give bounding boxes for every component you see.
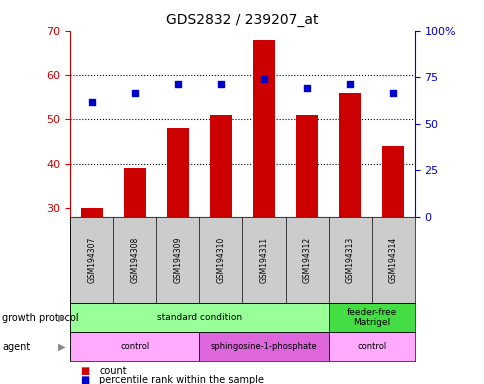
Text: feeder-free
Matrigel: feeder-free Matrigel	[346, 308, 396, 328]
Bar	[253, 40, 274, 217]
Bar	[124, 168, 145, 217]
Text: agent: agent	[2, 341, 30, 352]
Text: ■: ■	[80, 375, 89, 384]
Text: GSM194310: GSM194310	[216, 237, 225, 283]
Bar	[199, 332, 328, 361]
Text: control: control	[356, 342, 385, 351]
Text: sphingosine-1-phosphate: sphingosine-1-phosphate	[210, 342, 317, 351]
Point	[174, 81, 182, 87]
Bar	[339, 93, 360, 217]
Point	[302, 85, 310, 91]
Text: GSM194309: GSM194309	[173, 237, 182, 283]
Bar	[167, 128, 188, 217]
Text: count: count	[99, 366, 127, 376]
Text: ▶: ▶	[58, 313, 65, 323]
Point	[259, 76, 267, 83]
Text: ▶: ▶	[58, 341, 65, 352]
Text: GSM194314: GSM194314	[388, 237, 397, 283]
Text: GDS2832 / 239207_at: GDS2832 / 239207_at	[166, 13, 318, 27]
Text: standard condition: standard condition	[156, 313, 242, 322]
Text: growth protocol: growth protocol	[2, 313, 79, 323]
Point	[131, 90, 138, 96]
Point	[346, 81, 353, 87]
Text: GSM194308: GSM194308	[130, 237, 139, 283]
Text: GSM194312: GSM194312	[302, 237, 311, 283]
Bar	[328, 332, 414, 361]
Bar	[70, 332, 199, 361]
Text: percentile rank within the sample: percentile rank within the sample	[99, 375, 264, 384]
Text: ■: ■	[80, 366, 89, 376]
Point	[389, 90, 396, 96]
Point	[217, 81, 225, 87]
Bar	[296, 115, 317, 217]
Bar	[81, 208, 103, 217]
Bar	[328, 303, 414, 332]
Point	[88, 99, 95, 105]
Bar	[70, 303, 328, 332]
Bar	[381, 146, 403, 217]
Text: GSM194311: GSM194311	[259, 237, 268, 283]
Text: GSM194307: GSM194307	[87, 237, 96, 283]
Bar	[210, 115, 231, 217]
Text: control: control	[120, 342, 149, 351]
Text: GSM194313: GSM194313	[345, 237, 354, 283]
